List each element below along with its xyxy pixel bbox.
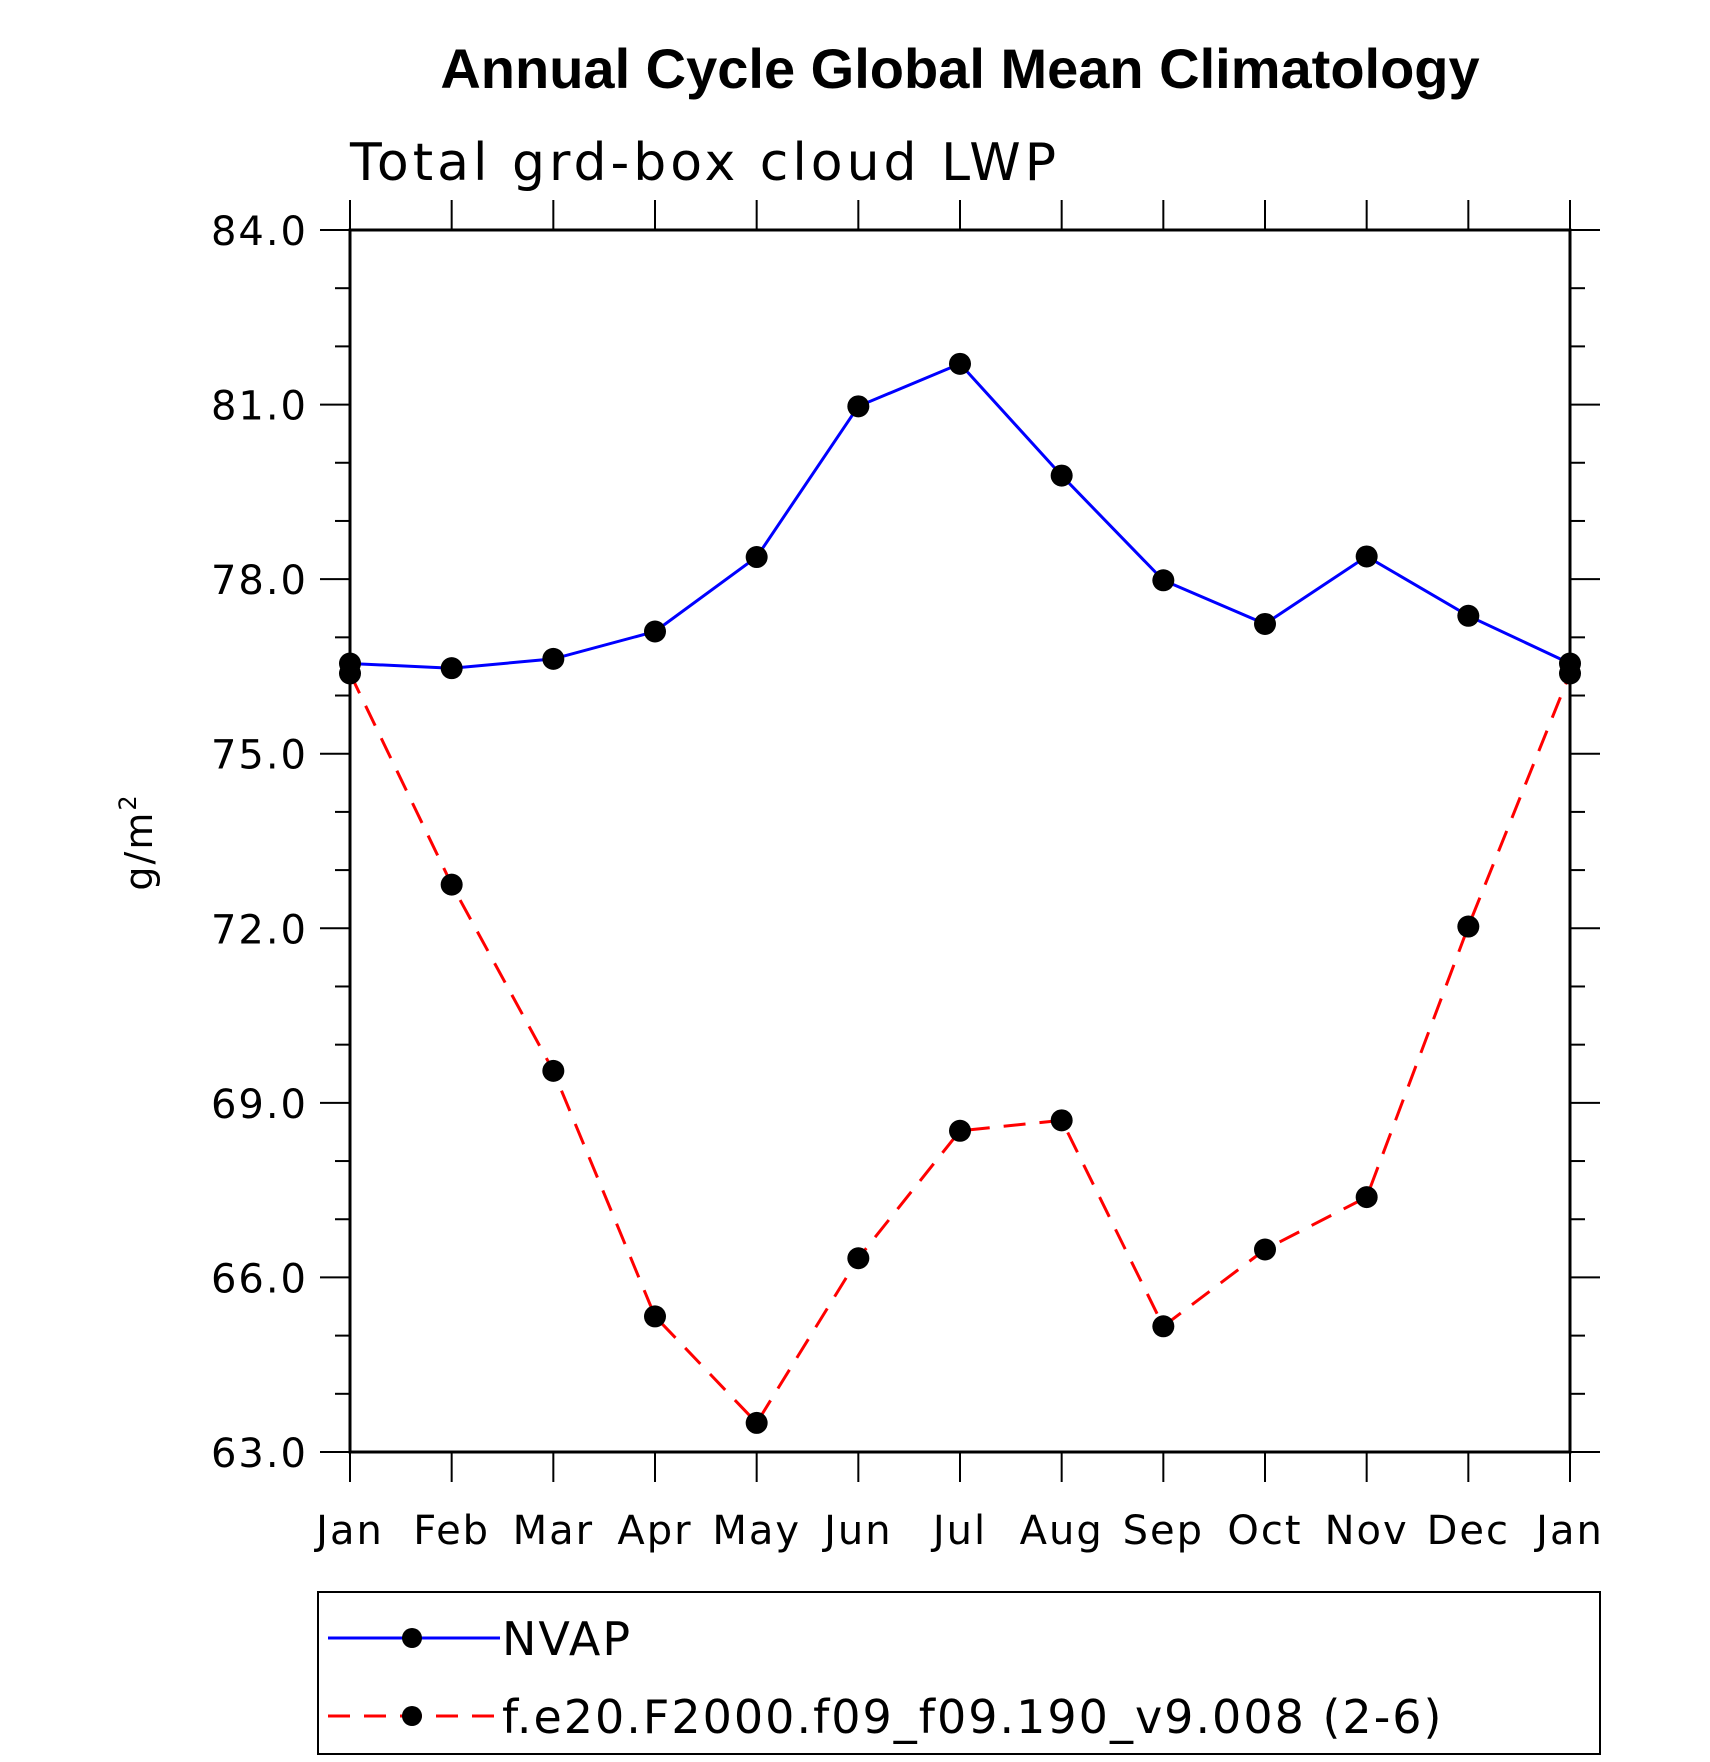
axis-ticks [320, 200, 1600, 1482]
data-point [847, 1247, 870, 1270]
y-tick-labels: 63.0 66.0 69.0 72.0 75.0 78.0 81.0 84.0 [211, 209, 308, 1477]
series-line-0 [349, 362, 1571, 670]
data-point [1254, 612, 1276, 635]
data-point [1457, 915, 1480, 938]
legend-marker-nvap [402, 1628, 422, 1648]
legend-box [317, 1591, 1601, 1755]
x-tick-label: Jul [930, 1508, 987, 1554]
data-point [1050, 1109, 1073, 1132]
x-tick-label: Aug [1020, 1508, 1104, 1554]
data-point [1457, 604, 1480, 627]
y-tick-label: 63.0 [211, 1431, 308, 1477]
data-point [1355, 1186, 1378, 1209]
x-tick-label: May [712, 1508, 801, 1554]
series-layer [339, 352, 1581, 1434]
y-tick-label: 72.0 [211, 907, 308, 953]
y-axis-title-base: g/m [117, 811, 161, 891]
data-point [644, 620, 666, 643]
y-tick-label: 75.0 [211, 733, 308, 779]
legend-marker-model [402, 1706, 422, 1726]
data-point [1355, 545, 1378, 568]
legend-label-nvap: NVAP [502, 1612, 632, 1666]
data-point [440, 873, 463, 896]
data-point [440, 657, 463, 680]
x-tick-label: Jan [1533, 1508, 1604, 1554]
data-point [1254, 1238, 1276, 1261]
x-tick-label: Apr [617, 1508, 692, 1554]
series-line-1 [348, 672, 1572, 1426]
x-tick-label: Mar [513, 1508, 594, 1554]
data-point [949, 1119, 971, 1142]
data-point [1152, 569, 1175, 592]
plot-frame [348, 228, 1572, 1454]
series-1 [339, 662, 1581, 1434]
y-tick-label: 69.0 [211, 1082, 308, 1128]
chart-subtitle: Total grd-box cloud LWP [349, 133, 1060, 193]
x-tick-label: Oct [1227, 1508, 1302, 1554]
x-tick-label: Dec [1427, 1508, 1510, 1554]
data-point [1152, 1315, 1175, 1338]
data-point [745, 546, 768, 569]
x-tick-labels: Jan Feb Mar Apr May Jun Jul Aug Sep Oct Nov Dec Jan [313, 1508, 1604, 1554]
legend-label-model: f.e20.F2000.f09_f09.190_v9.008 (2-6) [502, 1690, 1444, 1744]
y-axis-title: g/m2 [114, 793, 161, 890]
data-point [542, 647, 565, 670]
data-point [949, 352, 971, 375]
legend: NVAP f.e20.F2000.f09_f09.190_v9.008 (2-6… [317, 1591, 1601, 1755]
data-point [644, 1305, 666, 1328]
x-tick-label: Feb [413, 1508, 490, 1554]
x-tick-label: Jan [313, 1508, 384, 1554]
y-axis-title-sup: 2 [114, 793, 142, 810]
y-tick-label: 78.0 [211, 558, 308, 604]
y-tick-label: 81.0 [211, 384, 308, 430]
x-tick-label: Nov [1325, 1508, 1409, 1554]
x-tick-label: Sep [1123, 1508, 1204, 1554]
data-point [847, 395, 870, 418]
x-tick-label: Jun [821, 1508, 893, 1554]
y-tick-label: 66.0 [211, 1256, 308, 1302]
chart-title: Annual Cycle Global Mean Climatology [440, 37, 1479, 100]
data-point [542, 1059, 565, 1082]
data-point [1050, 464, 1073, 487]
series-0 [339, 352, 1581, 680]
y-tick-label: 84.0 [211, 209, 308, 255]
data-point [745, 1411, 768, 1434]
